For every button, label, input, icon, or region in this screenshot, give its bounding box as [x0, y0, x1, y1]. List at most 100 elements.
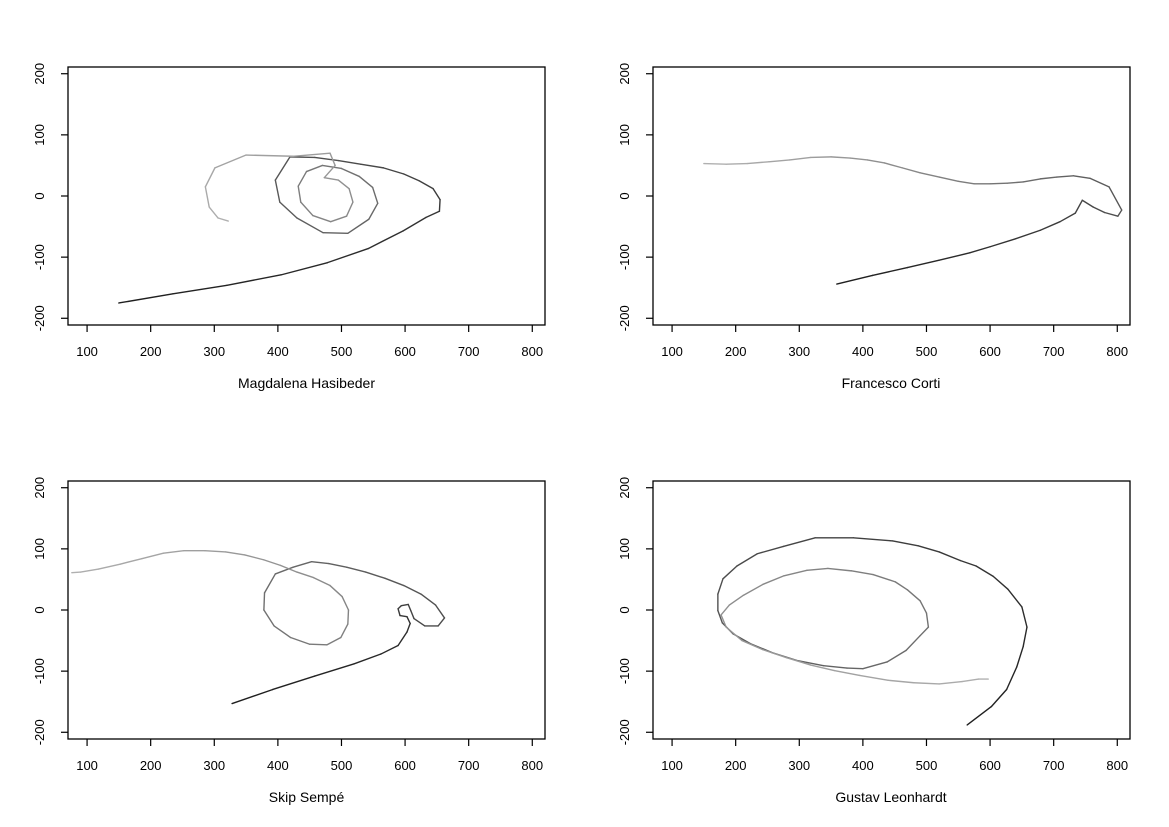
trajectory-segment	[263, 608, 275, 627]
trajectory-segment	[724, 162, 748, 165]
trajectory-segment	[438, 198, 441, 212]
plot-canvas-0: 100 200 300 400 500 600 700 800 -200 -100 0 100 200	[32, 63, 546, 359]
trajectory-segment	[437, 616, 446, 627]
xlabel-gustav-leonhardt: Gustav Leonhardt	[835, 788, 947, 805]
trajectory-segment	[413, 617, 426, 627]
x-tick-label: 700	[1042, 758, 1064, 773]
trajectory-segment	[225, 550, 246, 556]
trajectory-segment	[788, 156, 811, 161]
subplot-gustav-leonhardt: 100 200 300 400 500 600 700 800 -200 -100 0 100 200 …	[585, 414, 1169, 827]
trajectory-segment	[289, 156, 316, 159]
trajectory-segment	[368, 202, 379, 220]
y-tick-label: 0	[617, 606, 632, 613]
trajectory-segment	[858, 674, 889, 681]
trajectory-segment	[418, 180, 434, 190]
trajectory-segment	[263, 558, 282, 566]
trajectory-segment	[724, 625, 743, 641]
trajectory-segment	[305, 164, 324, 173]
y-tick-label: -200	[32, 719, 47, 745]
trajectory-segment	[1058, 212, 1076, 223]
trajectory-segment	[97, 562, 121, 570]
trajectory-segment	[263, 591, 266, 611]
y-tick-label: -100	[617, 658, 632, 684]
plot-canvas-3: 100 200 300 400 500 600 700 800 -200 -100 0 100 200	[617, 476, 1131, 773]
x-tick-label: 100	[76, 344, 98, 359]
trajectory-segment	[826, 567, 852, 572]
x-tick-label: 300	[203, 344, 225, 359]
trajectory-segment	[938, 550, 961, 561]
trajectory-segment	[340, 167, 360, 178]
trajectory-segment	[406, 615, 411, 624]
trajectory-segment	[960, 677, 979, 682]
y-tick-label: 100	[32, 538, 47, 560]
trajectory-segment	[988, 182, 1008, 185]
trajectory-segment	[1014, 229, 1041, 240]
trajectory-segment	[740, 639, 764, 650]
trajectory-segment	[833, 669, 860, 676]
xlabel-magdalena-hasibeder: Magdalena Hasibeder	[238, 375, 375, 391]
trajectory-segment	[965, 705, 992, 726]
x-tick-label: 700	[1042, 344, 1064, 359]
trajectory-segment	[292, 560, 313, 568]
trajectory-segment	[918, 599, 927, 614]
trajectory-segment	[883, 162, 903, 169]
trajectory-segment	[904, 634, 921, 651]
trajectory-segment	[310, 560, 330, 564]
x-tick-label: 200	[724, 758, 746, 773]
trajectory-segment	[782, 536, 816, 547]
trajectory-segment	[938, 680, 963, 685]
trajectory-segment	[279, 201, 298, 219]
subplot-skip-sempe: 100 200 300 400 500 600 700 800 -200 -100 0 100 200 …	[0, 414, 585, 827]
x-tick-label: 500	[331, 344, 353, 359]
trajectory-segment	[1039, 220, 1061, 231]
y-tick-label: 0	[32, 192, 47, 199]
trajectory-segment	[382, 167, 405, 175]
trajectory-segment	[321, 164, 343, 170]
x-tick-label: 400	[852, 344, 874, 359]
trajectory-segment	[805, 567, 829, 571]
trajectory-segment	[716, 609, 723, 624]
trajectory-segment	[745, 161, 769, 165]
trajectory-segment	[323, 176, 339, 181]
plot-canvas-1: 100 200 300 400 500 600 700 800 -200 -100 0 100 200	[617, 63, 1131, 359]
trajectory-segment	[380, 644, 399, 655]
trajectory-segment	[402, 216, 427, 232]
trajectory-segment	[885, 649, 907, 663]
trajectory-segment	[297, 185, 302, 203]
trajectory-segment	[289, 636, 311, 645]
trajectory-segment	[328, 562, 348, 568]
trajectory-segment	[217, 217, 229, 222]
trajectory-segment	[721, 564, 738, 580]
trajectory-segment	[172, 284, 228, 295]
trajectory-segment	[1055, 175, 1074, 178]
trajectory-segment	[274, 156, 291, 181]
trajectory-segment	[850, 569, 874, 575]
trajectory-segment	[323, 164, 336, 179]
trajectory-segment	[204, 549, 227, 553]
trajectory-segment	[871, 266, 908, 277]
trajectory-segment	[938, 176, 959, 183]
trajectory-segment	[756, 545, 784, 554]
trajectory-segment	[364, 570, 386, 579]
trajectory-segment	[990, 688, 1007, 707]
plot-canvas-2: 100 200 300 400 500 600 700 800 -200 -100 0 100 200	[32, 476, 546, 773]
trajectory-segment	[761, 648, 787, 658]
subplot-magdalena-hasibeder: 100 200 300 400 500 600 700 800 -200 -100 0 100 200 …	[0, 0, 585, 414]
trajectory-segment	[326, 247, 369, 264]
trajectory-segment	[397, 604, 402, 609]
trajectory-segment	[852, 536, 893, 542]
x-tick-label: 600	[394, 344, 416, 359]
trajectory-segment	[728, 594, 744, 606]
trajectory-segment	[297, 170, 308, 187]
trajectory-segment	[345, 201, 354, 217]
trajectory-segment	[214, 154, 247, 169]
y-tick-label: 100	[617, 124, 632, 146]
trajectory-segment	[1081, 199, 1094, 208]
trajectory-segment	[906, 259, 940, 269]
trajectory-segment	[702, 162, 727, 165]
trajectory-segment	[80, 567, 100, 573]
x-tick-label: 200	[140, 344, 162, 359]
trajectory-segment	[1005, 665, 1017, 690]
trajectory-segment	[384, 577, 405, 586]
